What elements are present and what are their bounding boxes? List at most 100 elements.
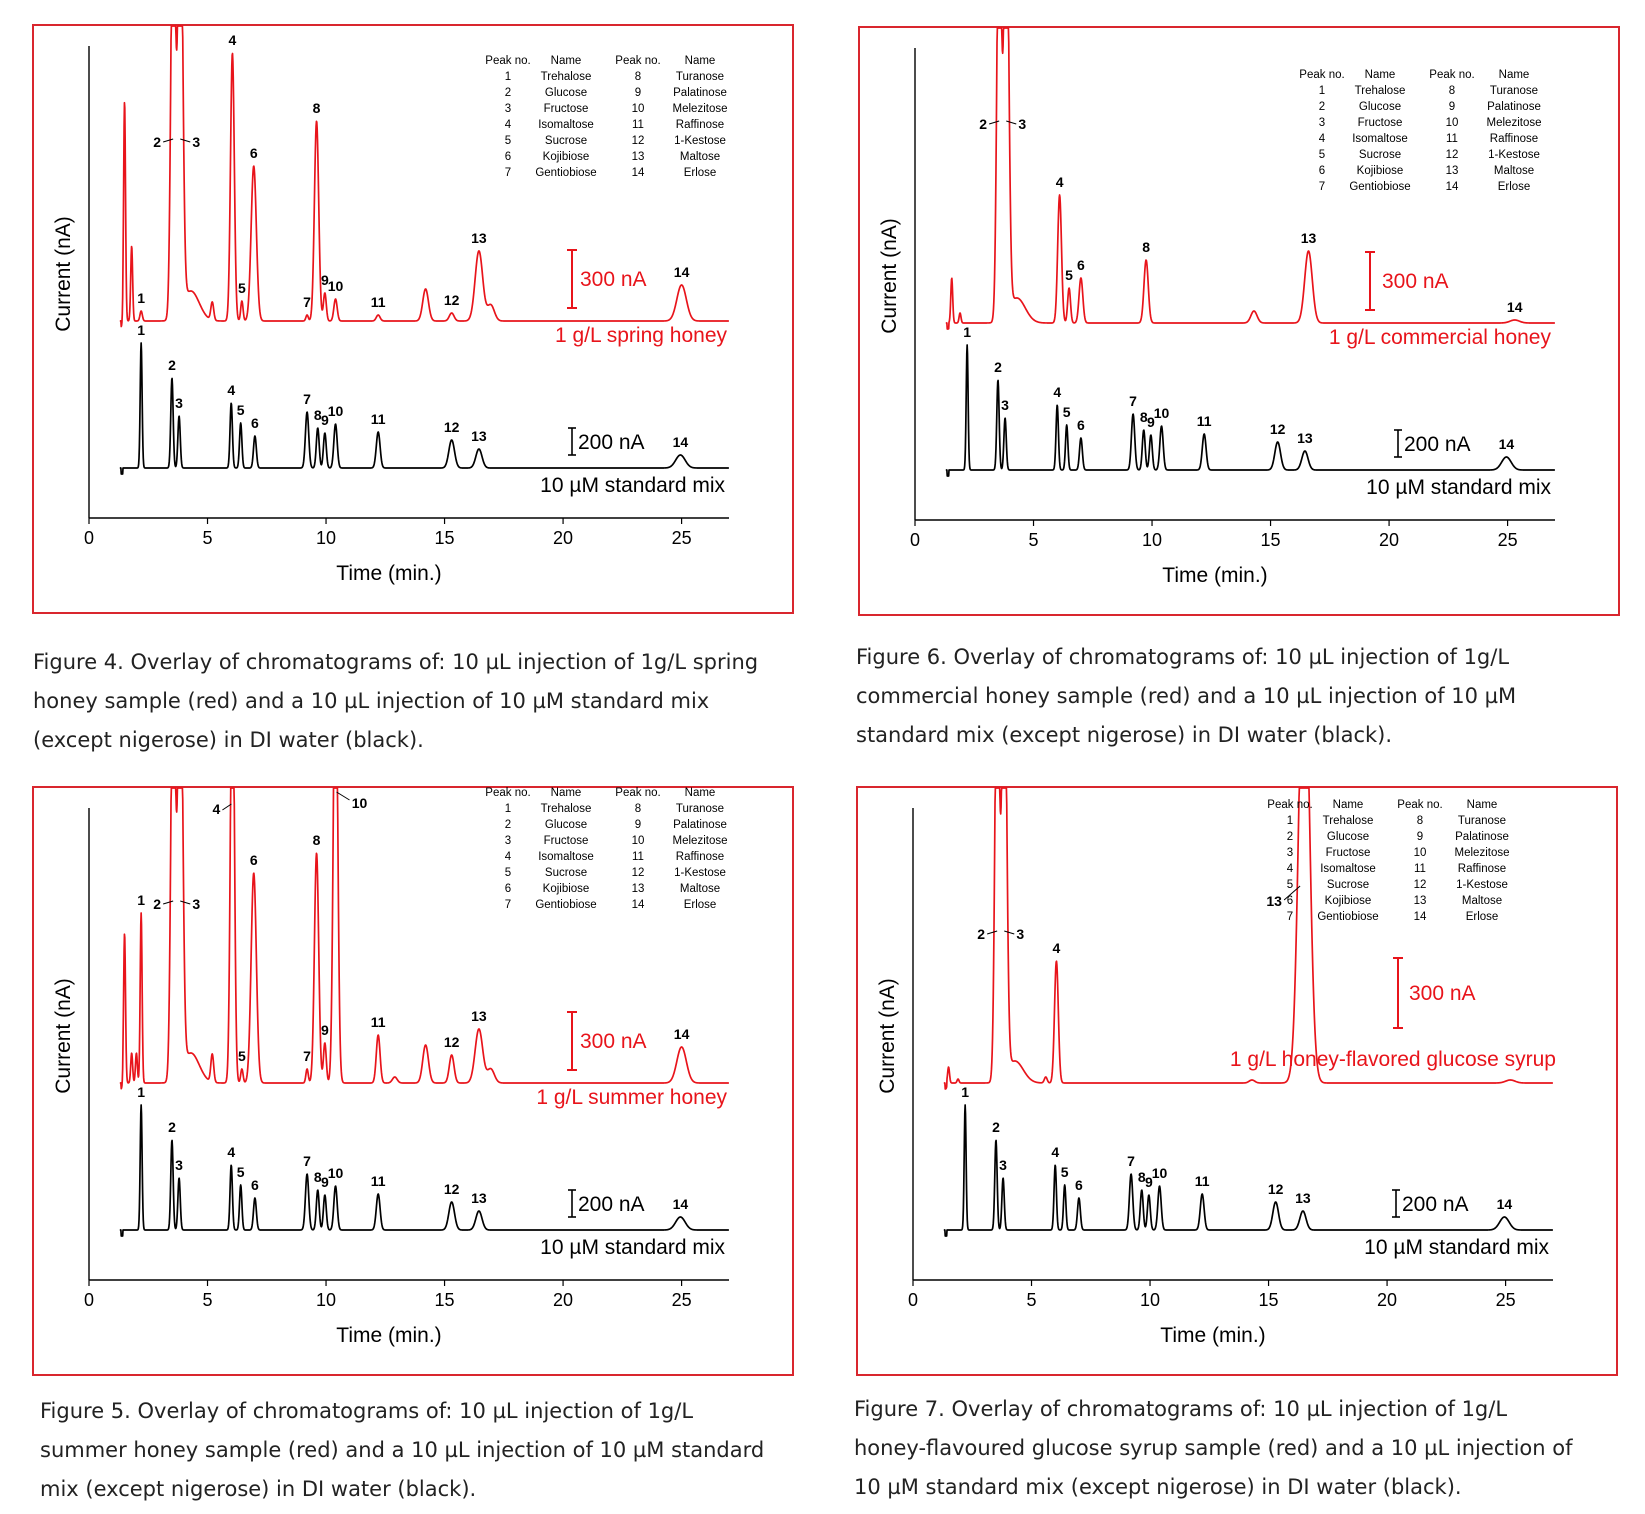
peak-label: 13 bbox=[1301, 230, 1317, 246]
peak-table-cell: Kojibiose bbox=[1325, 895, 1372, 907]
peak-label: 14 bbox=[1507, 299, 1523, 315]
sample-trace bbox=[119, 787, 730, 1090]
peak-table-cell: 6 bbox=[1319, 165, 1325, 177]
peak-table-header: Name bbox=[551, 787, 582, 799]
leader-line bbox=[989, 120, 1000, 125]
leader-line bbox=[163, 900, 174, 905]
peak-table-cell: 10 bbox=[632, 103, 645, 115]
peak-label: 13 bbox=[1295, 1190, 1311, 1206]
peak-label: 5 bbox=[237, 402, 245, 418]
caption-line: (except nigerose) in DI water (black). bbox=[33, 728, 424, 752]
figure-7-caption: Figure 7. Overlay of chromatograms of: 1… bbox=[854, 1390, 1572, 1507]
peak-label: 6 bbox=[251, 415, 259, 431]
peak-table-cell: Maltose bbox=[1462, 895, 1502, 907]
x-tick-label: 5 bbox=[203, 1290, 213, 1310]
peak-table-cell: 9 bbox=[1449, 101, 1455, 113]
peak-table-cell: 13 bbox=[632, 151, 645, 163]
standard-trace bbox=[945, 344, 1556, 477]
peak-table-cell: 4 bbox=[1287, 863, 1294, 875]
peak-table-cell: Kojibiose bbox=[543, 151, 590, 163]
sample-scale-label: 300 nA bbox=[1409, 982, 1476, 1005]
peak-table-cell: 2 bbox=[1319, 101, 1325, 113]
peak-label: 4 bbox=[1053, 384, 1061, 400]
peak-table-header: Peak no. bbox=[1397, 799, 1442, 811]
peak-label: 14 bbox=[674, 264, 690, 280]
peak-label: 3 bbox=[192, 134, 200, 150]
peak-label: 6 bbox=[250, 145, 258, 161]
peak-table-cell: 7 bbox=[1319, 181, 1325, 193]
peak-label: 9 bbox=[1145, 1174, 1153, 1190]
peak-label: 3 bbox=[175, 395, 183, 411]
peak-table-cell: 4 bbox=[505, 851, 512, 863]
peak-table-header: Peak no. bbox=[1267, 799, 1312, 811]
peak-table-cell: 6 bbox=[1287, 895, 1293, 907]
peak-table-cell: Fructose bbox=[1358, 117, 1403, 129]
peak-table-cell: Erlose bbox=[684, 899, 717, 911]
peak-label: 10 bbox=[328, 403, 344, 419]
x-tick-label: 10 bbox=[1142, 530, 1162, 550]
peak-label: 2 bbox=[992, 1119, 1000, 1135]
peak-table-cell: Fructose bbox=[544, 835, 589, 847]
peak-table-cell: 6 bbox=[505, 883, 511, 895]
peak-table-cell: 2 bbox=[505, 87, 511, 99]
peak-table-cell: Glucose bbox=[1327, 831, 1369, 843]
peak-table-cell: 3 bbox=[505, 835, 511, 847]
caption-line: standard mix (except nigerose) in DI wat… bbox=[856, 723, 1393, 747]
standard-scale-label: 200 nA bbox=[578, 431, 645, 454]
panel-frame bbox=[856, 786, 1618, 1376]
peak-table-cell: Trehalose bbox=[541, 803, 592, 815]
peak-table-cell: Trehalose bbox=[1355, 85, 1406, 97]
x-tick-label: 15 bbox=[435, 1290, 455, 1310]
peak-label: 5 bbox=[1061, 1164, 1069, 1180]
peak-table-cell: Sucrose bbox=[545, 135, 587, 147]
peak-label: 14 bbox=[673, 434, 689, 450]
standard-scale-label: 200 nA bbox=[578, 1193, 645, 1216]
peak-table-header: Peak no. bbox=[1429, 69, 1474, 81]
peak-table-cell: 1-Kestose bbox=[674, 867, 726, 879]
x-tick-label: 20 bbox=[553, 1290, 573, 1310]
peak-label: 4 bbox=[1053, 940, 1061, 956]
peak-label: 11 bbox=[371, 1014, 386, 1030]
peak-label: 5 bbox=[1065, 267, 1073, 283]
caption-line: Figure 5. Overlay of chromatograms of: 1… bbox=[40, 1399, 694, 1423]
x-tick-label: 5 bbox=[1029, 530, 1039, 550]
peak-label: 1 bbox=[961, 1084, 969, 1100]
peak-label: 8 bbox=[314, 407, 322, 423]
sample-trace-label: 1 g/L summer honey bbox=[536, 1086, 727, 1109]
peak-table: Peak no. Name Peak no. Name 1 Trehalose 8 Turan… bbox=[485, 55, 727, 179]
peak-label: 7 bbox=[1129, 393, 1137, 409]
peak-table-cell: 1 bbox=[505, 71, 511, 83]
peak-table-cell: 4 bbox=[1319, 133, 1326, 145]
sample-trace-label: 1 g/L honey-flavored glucose syrup bbox=[1230, 1048, 1556, 1071]
peak-label: 1 bbox=[137, 1084, 145, 1100]
peak-label: 10 bbox=[352, 795, 368, 811]
caption-line: summer honey sample (red) and a 10 µL in… bbox=[40, 1438, 765, 1462]
peak-table-cell: 6 bbox=[505, 151, 511, 163]
figure-5-caption: Figure 5. Overlay of chromatograms of: 1… bbox=[40, 1392, 764, 1509]
peak-table-cell: Maltose bbox=[1494, 165, 1534, 177]
peak-table-cell: 13 bbox=[1414, 895, 1427, 907]
peak-label: 8 bbox=[313, 100, 321, 116]
peak-table-cell: 10 bbox=[632, 835, 645, 847]
peak-table-header: Peak no. bbox=[615, 55, 660, 67]
peak-table-cell: Glucose bbox=[545, 87, 587, 99]
peak-label: 2 bbox=[168, 357, 176, 373]
peak-label: 2 bbox=[977, 926, 985, 942]
x-tick-label: 0 bbox=[908, 1290, 918, 1310]
peak-table-cell: 14 bbox=[1446, 181, 1459, 193]
peak-label: 7 bbox=[303, 294, 311, 310]
peak-table-cell: 7 bbox=[1287, 911, 1293, 923]
peak-table-cell: 1-Kestose bbox=[1488, 149, 1540, 161]
leader-line bbox=[1004, 930, 1015, 935]
peak-table-cell: Fructose bbox=[1326, 847, 1371, 859]
x-axis-label: Time (min.) bbox=[336, 562, 441, 585]
peak-table-cell: 1-Kestose bbox=[674, 135, 726, 147]
peak-table-cell: Turanose bbox=[1490, 85, 1538, 97]
peak-label: 5 bbox=[1063, 404, 1071, 420]
panel-frame bbox=[32, 786, 794, 1376]
peak-table: Peak no. Name Peak no. Name 1 Trehalose 8 Turan… bbox=[485, 787, 727, 911]
peak-label: 4 bbox=[227, 382, 235, 398]
sample-trace-label: 1 g/L spring honey bbox=[555, 324, 728, 347]
